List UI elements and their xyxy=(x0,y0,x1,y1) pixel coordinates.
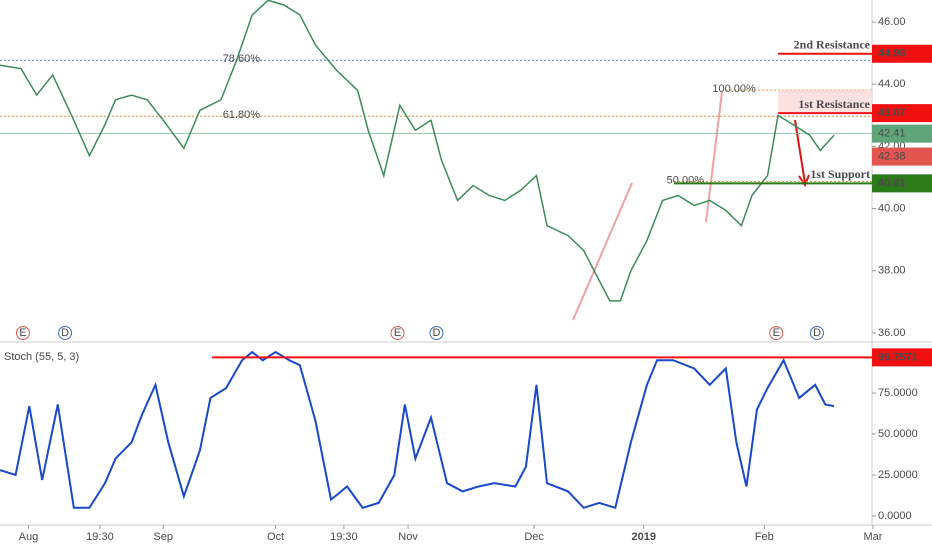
event-label: D xyxy=(813,327,821,339)
level-badge xyxy=(872,44,932,63)
price-badge xyxy=(872,147,932,166)
price-badge-label: 42.38 xyxy=(878,150,906,162)
y-tick-label: 75.0000 xyxy=(878,387,918,399)
arrow xyxy=(794,119,806,184)
y-tick-label: 46.00 xyxy=(878,16,906,28)
x-tick-label: Dec xyxy=(524,531,544,543)
level-name: 1st Support xyxy=(810,167,870,181)
x-tick-label: Sep xyxy=(153,531,173,543)
level-badge-label: 43.07 xyxy=(878,107,906,119)
price-badge xyxy=(872,124,932,143)
event-marker xyxy=(769,326,784,340)
series-line xyxy=(0,0,835,302)
series-line xyxy=(0,350,835,510)
level-name: 2nd Resistance xyxy=(794,38,871,52)
event-label: E xyxy=(394,327,401,339)
event-marker xyxy=(390,326,405,340)
x-tick-label: 2019 xyxy=(631,531,655,543)
event-label: E xyxy=(773,327,780,339)
level-badge xyxy=(872,174,932,193)
level-badge xyxy=(872,104,932,123)
level-badge-label: 44.98 xyxy=(878,48,906,60)
y-tick-label: 40.00 xyxy=(878,202,906,214)
fib-label: 78.60% xyxy=(223,53,261,65)
x-tick-label: Feb xyxy=(755,531,774,543)
stoch-level-label: 96.7571 xyxy=(878,351,918,363)
x-tick-label: Aug xyxy=(19,531,39,543)
event-marker xyxy=(810,326,825,340)
fib-label: 61.80% xyxy=(223,109,261,121)
x-tick-label: Mar xyxy=(864,531,883,543)
y-tick-label: 50.0000 xyxy=(878,428,918,440)
level-name: 1st Resistance xyxy=(798,97,870,111)
event-label: D xyxy=(61,327,69,339)
y-tick-label: 36.00 xyxy=(878,327,906,339)
arrow xyxy=(572,182,633,321)
resistance-zone xyxy=(778,90,872,114)
event-marker xyxy=(15,326,30,340)
stoch-level-badge xyxy=(872,348,932,367)
x-tick-label: Nov xyxy=(398,531,418,543)
arrow-head xyxy=(798,174,810,188)
event-marker xyxy=(429,326,444,340)
x-tick-label: Oct xyxy=(267,531,284,543)
x-tick-label: 19:30 xyxy=(86,531,114,543)
y-tick-label: 0.0000 xyxy=(878,510,912,522)
fib-label: 50.00% xyxy=(667,174,705,186)
y-tick-label: 38.00 xyxy=(878,265,906,277)
level-badge-label: 40.81 xyxy=(878,177,906,189)
event-label: D xyxy=(433,327,441,339)
event-label: E xyxy=(19,327,26,339)
fib-label: 100.00% xyxy=(712,83,756,95)
y-tick-label: 25.0000 xyxy=(878,469,918,481)
event-marker xyxy=(58,326,73,340)
x-tick-label: 19:30 xyxy=(330,531,358,543)
y-tick-label: 44.00 xyxy=(878,78,906,90)
indicator-title: Stoch (55, 5, 3) xyxy=(4,351,79,363)
price-badge-label: 42.41 xyxy=(878,128,906,140)
